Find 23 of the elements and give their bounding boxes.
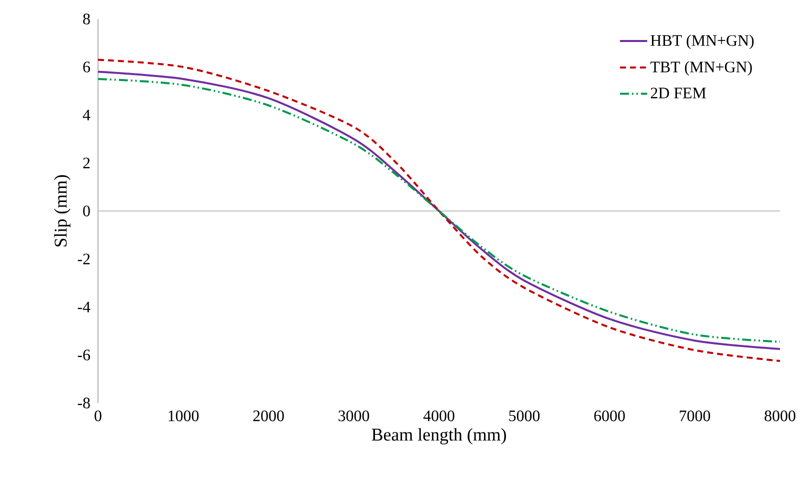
legend-label: 2D FEM — [650, 88, 706, 98]
x-tick-label: 5000 — [509, 410, 540, 422]
y-tick-label: -8 — [78, 398, 90, 408]
y-tick-label: -6 — [78, 350, 90, 360]
y-tick-label: 2 — [83, 158, 90, 168]
y-tick-label: -4 — [78, 302, 90, 312]
x-tick-label: 1000 — [168, 410, 199, 422]
y-tick-label: 6 — [83, 62, 90, 72]
x-tick-label: 4000 — [423, 410, 454, 422]
x-tick-label: 6000 — [594, 410, 625, 422]
y-tick-label: -2 — [78, 254, 90, 264]
y-tick-label: 4 — [82, 110, 90, 120]
y-tick-label: 8 — [83, 14, 90, 24]
x-tick-label: 2000 — [253, 410, 284, 422]
y-axis-title: Slip (mm) — [54, 175, 70, 246]
x-tick-label: 0 — [94, 410, 102, 422]
legend-label: TBT (MN+GN) — [650, 61, 752, 76]
x-tick-label: 7000 — [680, 410, 710, 422]
legend-label: HBT (MN+GN) — [650, 34, 754, 50]
x-axis-title: Beam length (mm) — [372, 428, 506, 444]
y-tick-label: 0 — [83, 206, 90, 216]
x-tick-label: 8000 — [764, 410, 796, 422]
x-tick-label: 3000 — [338, 410, 370, 422]
